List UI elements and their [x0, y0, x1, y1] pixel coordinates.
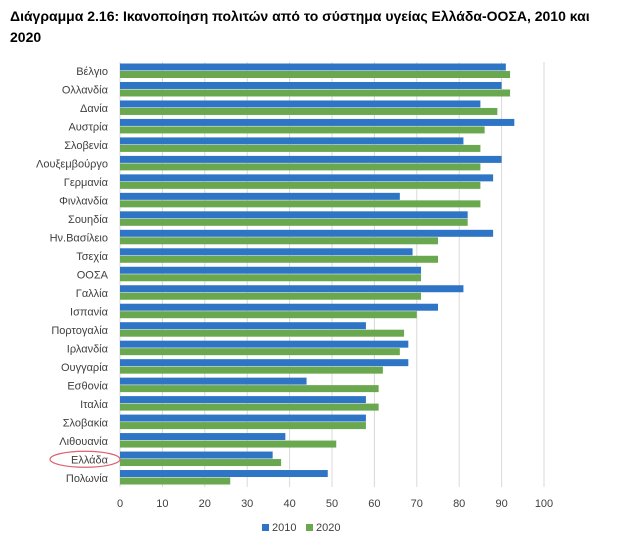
- bar-2010: [120, 303, 438, 311]
- legend-label: 2020: [316, 522, 340, 534]
- category-label: Λουξεμβούργο: [36, 159, 108, 171]
- bar-2020: [120, 126, 485, 134]
- bar-2020: [120, 477, 231, 485]
- bar-2020: [120, 255, 438, 263]
- bar-2010: [120, 229, 494, 237]
- category-label: Ουγγαρία: [61, 362, 109, 374]
- bar-2020: [120, 218, 468, 226]
- bar-2020: [120, 348, 400, 356]
- bar-2020: [120, 385, 379, 393]
- bar-2020: [120, 403, 379, 411]
- bar-2010: [120, 155, 502, 163]
- bar-2020: [120, 366, 383, 374]
- category-label: Βέλγιο: [76, 66, 108, 78]
- legend-label: 2010: [272, 522, 296, 534]
- bar-2020: [120, 440, 337, 448]
- bar-2010: [120, 414, 366, 422]
- bar-2020: [120, 71, 511, 78]
- bar-2020: [120, 311, 417, 319]
- chart-title: Διάγραμμα 2.16: Ικανοποίηση πολιτών από …: [10, 8, 590, 45]
- category-label: Φινλανδία: [59, 196, 108, 208]
- bar-2020: [120, 237, 438, 245]
- category-label: Σλοβακία: [63, 417, 109, 429]
- x-tick-label: 60: [368, 498, 380, 510]
- x-tick-label: 0: [117, 498, 123, 510]
- bar-2010: [120, 118, 515, 126]
- bar-2010: [120, 248, 413, 256]
- bar-2010: [120, 100, 481, 108]
- x-tick-label: 40: [283, 498, 295, 510]
- x-tick-label: 20: [199, 498, 211, 510]
- bar-2020: [120, 163, 481, 171]
- bar-2010: [120, 340, 409, 348]
- category-label: Ολλανδία: [62, 85, 109, 97]
- bar-2010: [120, 470, 328, 478]
- bar-2010: [120, 266, 422, 274]
- bar-2020: [120, 200, 481, 208]
- bar-2020: [120, 107, 498, 115]
- bar-2010: [120, 192, 400, 200]
- category-label: Πορτογαλία: [51, 325, 108, 337]
- bar-2020: [120, 144, 481, 152]
- category-label: Ισπανία: [70, 306, 109, 318]
- x-tick-label: 70: [411, 498, 423, 510]
- bar-2010: [120, 137, 464, 145]
- x-tick-label: 90: [495, 498, 507, 510]
- bar-2010: [120, 63, 506, 71]
- bar-2010: [120, 359, 409, 367]
- bar-2010: [120, 451, 273, 459]
- bar-2020: [120, 181, 481, 189]
- category-label: Δανία: [80, 103, 109, 115]
- bar-2020: [120, 422, 366, 430]
- category-label: Αυστρία: [68, 122, 108, 134]
- category-label: ΟΟΣΑ: [77, 270, 109, 282]
- x-tick-label: 10: [156, 498, 168, 510]
- bar-2010: [120, 211, 468, 219]
- bar-2010: [120, 81, 502, 89]
- category-label: Λιθουανία: [59, 436, 108, 448]
- category-label: Εσθονία: [67, 380, 108, 392]
- category-label: Γαλλία: [76, 288, 109, 300]
- category-label: Ιταλία: [80, 399, 109, 411]
- x-tick-label: 100: [535, 498, 553, 510]
- x-tick-label: 50: [326, 498, 338, 510]
- bar-2010: [120, 285, 464, 293]
- category-label: Πολωνία: [66, 473, 109, 485]
- bar-2020: [120, 89, 511, 97]
- bar-2020: [120, 292, 422, 300]
- category-label: Σλοβενία: [64, 140, 108, 152]
- category-label: Γερμανία: [64, 177, 109, 189]
- legend-swatch-2010: [262, 524, 269, 531]
- bar-2010: [120, 396, 366, 404]
- category-label: Ιρλανδία: [67, 343, 109, 355]
- legend-swatch-2020: [306, 524, 313, 531]
- category-label: Ελλάδα: [71, 454, 109, 466]
- bar-2020: [120, 274, 422, 282]
- bar-2010: [120, 174, 494, 182]
- bar-2020: [120, 329, 405, 337]
- bar-2010: [120, 433, 286, 441]
- bar-2010: [120, 377, 307, 385]
- category-label: Ην.Βασίλειο: [50, 233, 108, 245]
- x-tick-label: 30: [241, 498, 253, 510]
- highlight-ellipse: [49, 450, 121, 468]
- x-tick-label: 80: [453, 498, 465, 510]
- category-label: Σουηδία: [68, 214, 109, 226]
- category-label: Τσεχία: [76, 251, 108, 263]
- bar-2010: [120, 322, 366, 330]
- bar-2020: [120, 459, 282, 467]
